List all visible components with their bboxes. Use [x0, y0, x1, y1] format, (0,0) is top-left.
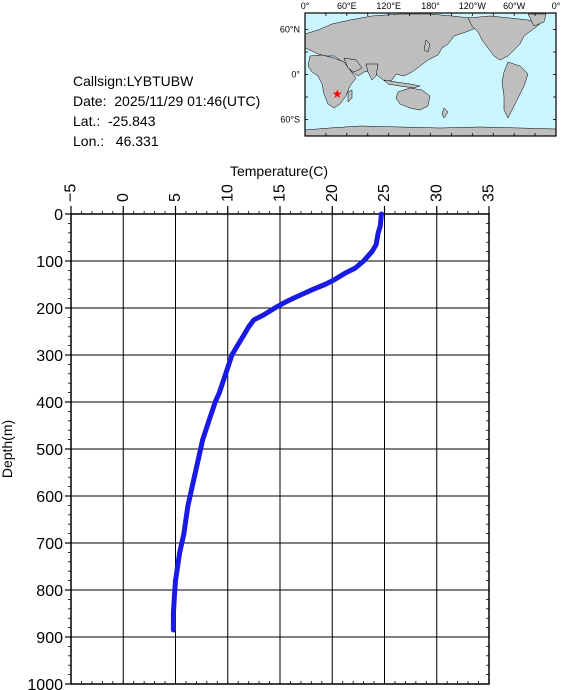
map-lon-label: 120°E: [376, 1, 401, 11]
x-tick-label: 30: [428, 184, 445, 202]
location-map: 0° 60°E 120°E 180° 120°W 60°W 0° 60°N 0° 60°S ★: [280, 1, 561, 137]
x-axis-title: Temperature(C): [230, 163, 328, 179]
map-lat-label: 60°S: [280, 115, 300, 125]
y-tick-label: 300: [36, 348, 63, 365]
y-tick-label: 800: [36, 583, 63, 600]
date-text: Date: 2025/11/29 01:46(UTC): [73, 93, 261, 109]
land-india: [365, 63, 379, 81]
map-lat-label: 60°N: [280, 25, 300, 35]
y-tick-label: 700: [36, 536, 63, 553]
temperature-profile-chart: −5 0 5 10 15 20 25 30 35 01002003004005006007008…: [0, 163, 498, 690]
y-tick-label: 900: [36, 630, 63, 647]
land-new-zealand: [441, 107, 449, 119]
y-tick-label: 1000: [27, 677, 63, 690]
map-longitude-labels: 0° 60°E 120°E 180° 120°W 60°W 0°: [301, 1, 561, 11]
float-info-panel: Callsign:LYBTUBW Date: 2025/11/29 01:46(…: [73, 71, 260, 151]
x-tick-label: 20: [324, 184, 341, 202]
map-lat-label: 0°: [291, 70, 300, 80]
land-arabia: [343, 57, 363, 73]
land-madagascar: [347, 89, 353, 103]
longitude-text: Lon.: 46.331: [73, 133, 159, 149]
y-axis-title: Depth(m): [0, 420, 15, 478]
map-lon-label: 60°W: [503, 1, 526, 11]
float-location-marker: ★: [332, 87, 343, 101]
map-lon-label: 0°: [301, 1, 310, 11]
y-tick-label: 600: [36, 489, 63, 506]
x-tick-label: 5: [167, 193, 184, 202]
map-lon-label: 180°: [421, 1, 440, 11]
x-tick-label: −5: [63, 184, 80, 202]
y-tick-label: 400: [36, 395, 63, 412]
map-lon-label: 0°: [552, 1, 561, 11]
x-tick-labels: −5 0 5 10 15 20 25 30 35: [63, 184, 498, 202]
callsign-text: Callsign:LYBTUBW: [73, 73, 194, 89]
land-australia: [395, 87, 431, 111]
land-japan: [423, 39, 431, 53]
land-indonesia: [383, 79, 421, 89]
y-tick-label: 200: [36, 301, 63, 318]
map-lon-label: 120°W: [459, 1, 487, 11]
land-north-america: [467, 15, 541, 61]
y-tick-label: 0: [54, 207, 63, 224]
latitude-text: Lat.: -25.843: [73, 113, 156, 129]
y-tick-label: 500: [36, 442, 63, 459]
x-tick-label: 25: [376, 184, 393, 202]
y-tick-labels: 0 100 200 300 400 500 600 700 800 900 1000: [27, 207, 63, 690]
land-south-america: [501, 61, 529, 119]
x-tick-label: 0: [115, 193, 132, 202]
x-tick-label: 15: [272, 184, 289, 202]
x-tick-label: 35: [481, 184, 498, 202]
map-latitude-labels: 60°N 0° 60°S: [280, 25, 301, 125]
y-tick-label: 100: [36, 254, 63, 271]
temperature-series-line: [170, 211, 384, 633]
plot-frame: [70, 213, 490, 685]
map-lon-label: 60°E: [337, 1, 357, 11]
x-tick-label: 10: [219, 184, 236, 202]
land-greenland: [527, 13, 547, 27]
land-africa: [307, 54, 357, 109]
map-tick-marks: [304, 13, 557, 136]
